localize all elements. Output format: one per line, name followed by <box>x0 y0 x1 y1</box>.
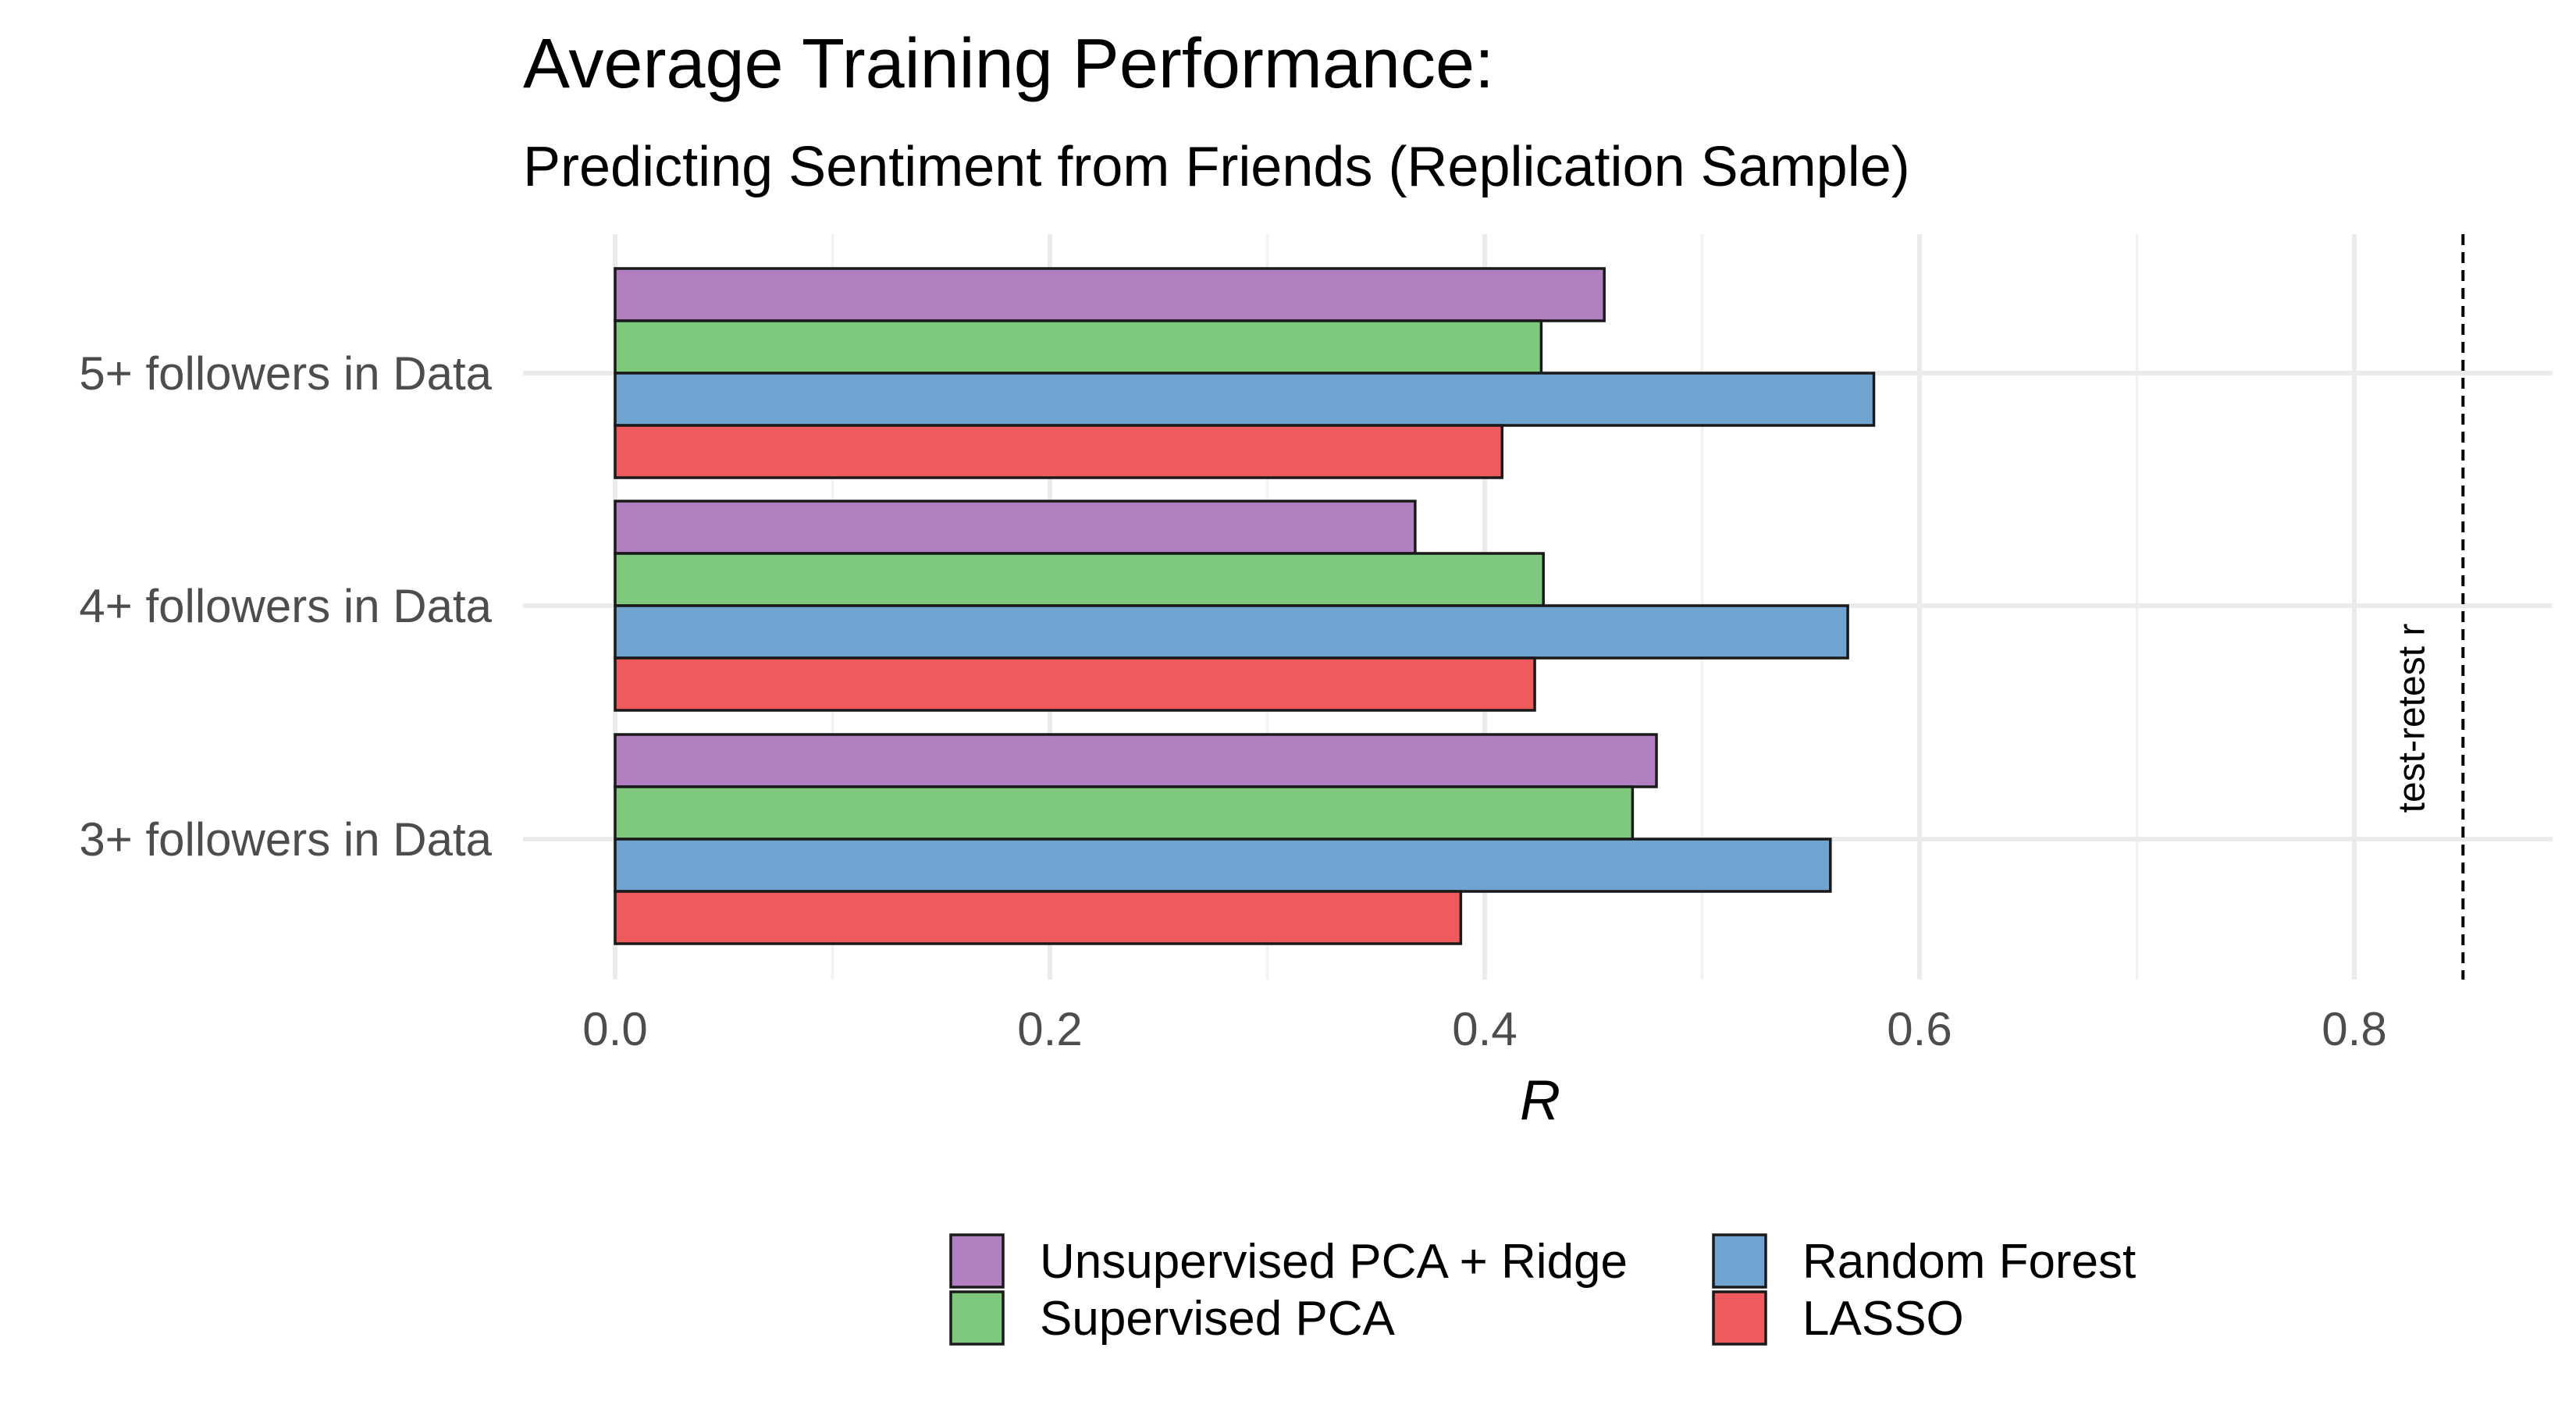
legend-swatch-lasso <box>1712 1290 1767 1346</box>
x-tick-label: 0.2 <box>1017 1003 1082 1055</box>
bar-lasso-2 <box>614 890 1463 945</box>
legend-swatch-supervised-pca <box>949 1290 1005 1346</box>
x-axis-title: R <box>1520 1069 1560 1132</box>
legend-label-unsupervised-pca-ridge: Unsupervised PCA + Ridge <box>1040 1235 1628 1289</box>
x-tick-label: 0.0 <box>582 1003 647 1055</box>
bar-unsupervised-pca-ridge-2 <box>614 733 1658 788</box>
chart-subtitle: Predicting Sentiment from Friends (Repli… <box>523 136 1910 198</box>
legend-swatch-random-forest <box>1712 1233 1767 1289</box>
legend-swatch-unsupervised-pca-ridge <box>949 1233 1005 1289</box>
y-tick-label: 4+ followers in Data <box>79 580 492 632</box>
reference-line-label: test-retest r <box>2391 624 2432 813</box>
x-axis-tick-labels: 0.0 0.2 0.4 0.6 0.8 <box>582 1003 2386 1055</box>
bar-supervised-pca-2 <box>614 785 1635 841</box>
legend-label-random-forest: Random Forest <box>1802 1235 2136 1289</box>
x-tick-label: 0.6 <box>1887 1003 1952 1055</box>
reference-line: test-retest r <box>2391 234 2465 980</box>
legend-label-supervised-pca: Supervised PCA <box>1040 1292 1396 1346</box>
bar-unsupervised-pca-ridge-0 <box>614 267 1606 322</box>
bar-supervised-pca-0 <box>614 319 1543 375</box>
bar-supervised-pca-1 <box>614 552 1545 607</box>
bar-random-forest-0 <box>614 372 1876 427</box>
y-tick-label: 5+ followers in Data <box>79 347 492 400</box>
x-tick-label: 0.8 <box>2322 1003 2386 1055</box>
bar-lasso-0 <box>614 424 1504 479</box>
bar-random-forest-1 <box>614 604 1849 660</box>
bar-random-forest-2 <box>614 838 1832 893</box>
y-axis-tick-labels: 5+ followers in Data 4+ followers in Data… <box>79 347 492 866</box>
legend-label-lasso: LASSO <box>1802 1292 1964 1346</box>
chart-title: Average Training Performance: <box>523 25 1494 103</box>
bars <box>614 267 1876 945</box>
x-tick-label: 0.4 <box>1452 1003 1517 1055</box>
y-tick-label: 3+ followers in Data <box>79 813 492 866</box>
bar-lasso-1 <box>614 656 1536 712</box>
bar-unsupervised-pca-ridge-1 <box>614 500 1417 555</box>
